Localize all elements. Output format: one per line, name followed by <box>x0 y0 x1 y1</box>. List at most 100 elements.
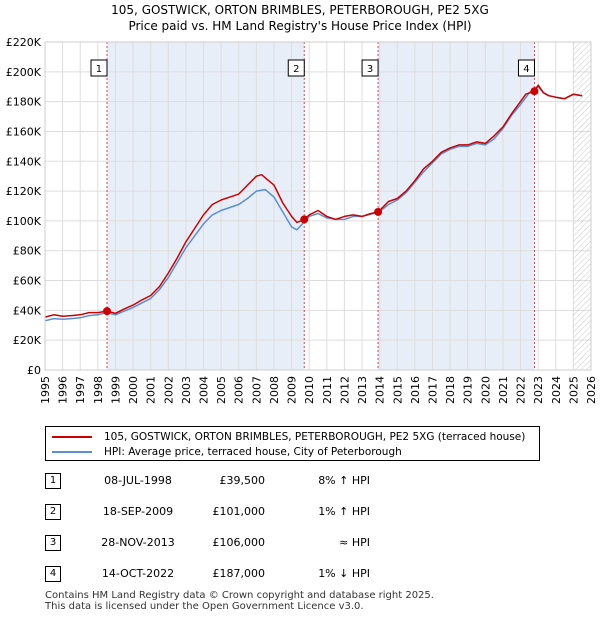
legend-item-property: 105, GOSTWICK, ORTON BRIMBLES, PETERBORO… <box>52 429 525 445</box>
y-tick-label: £20K <box>13 334 42 347</box>
x-tick-label: 2016 <box>409 376 422 404</box>
sale-date: 18-SEP-2009 <box>102 505 174 518</box>
y-tick-label: £180K <box>6 96 42 109</box>
sale-marker-label: 1 <box>96 64 102 75</box>
chart-subtitle: Price paid vs. HM Land Registry's House … <box>128 19 471 33</box>
table-row: 2 18-SEP-2009 £101,000 1% ↑ HPI <box>45 504 445 524</box>
sale-hpi-diff: 1% ↑ HPI <box>318 505 370 518</box>
sale-point <box>300 215 309 224</box>
sale-markers: 1 2 3 4 <box>90 42 535 370</box>
x-tick-label: 1995 <box>39 376 52 404</box>
series <box>44 84 583 322</box>
x-tick-label: 2023 <box>532 376 545 404</box>
footer-copyright: Contains HM Land Registry data © Crown c… <box>45 590 434 601</box>
sale-hpi-diff: 8% ↑ HPI <box>318 474 370 487</box>
shaded-span <box>106 42 305 370</box>
table-row: 4 14-OCT-2022 £187,000 1% ↓ HPI <box>45 566 445 586</box>
y-tick-label: £80K <box>13 245 42 258</box>
x-tick-label: 1998 <box>92 376 105 404</box>
sale-point <box>102 307 111 316</box>
x-tick-label: 2015 <box>391 376 404 404</box>
sale-marker-box <box>90 59 108 77</box>
y-tick-label: £140K <box>6 155 42 168</box>
y-tick-label: £220K <box>6 36 42 49</box>
x-tick-label: 2008 <box>268 376 281 404</box>
x-tick-label: 2013 <box>356 376 369 404</box>
sale-date: 28-NOV-2013 <box>101 536 175 549</box>
x-tick-label: 2010 <box>303 376 316 404</box>
x-tick-label: 1997 <box>74 376 87 404</box>
sale-marker-label: 2 <box>293 64 299 75</box>
x-tick-label: 2009 <box>286 376 299 404</box>
sale-point <box>530 87 539 96</box>
footer-licence: This data is licensed under the Open Gov… <box>45 601 364 612</box>
y-tick-label: £0 <box>27 364 41 377</box>
y-tick-label: £60K <box>13 275 42 288</box>
y-tick-label: £120K <box>6 185 42 198</box>
sale-marker-box <box>361 59 379 77</box>
series-line <box>44 84 583 318</box>
sale-date: 14-OCT-2022 <box>101 567 175 580</box>
table-row: 3 28-NOV-2013 £106,000 ≈ HPI <box>45 535 445 555</box>
y-tick-label: £100K <box>6 215 42 228</box>
table-row: 1 08-JUL-1998 £39,500 8% ↑ HPI <box>45 473 445 493</box>
axes: £0 £20K £40K £60K £80K £100K £120K £140K £160K £1… <box>6 36 598 404</box>
x-tick-label: 2005 <box>215 376 228 404</box>
sale-number-badge: 2 <box>45 504 61 520</box>
sale-marker-box <box>517 59 535 77</box>
sale-marker-box <box>287 59 305 77</box>
x-tick-label: 2021 <box>497 376 510 404</box>
sale-price: £106,000 <box>212 536 266 549</box>
shaded-regions <box>45 42 591 370</box>
x-tick-label: 2014 <box>374 376 387 404</box>
projection-area <box>573 42 591 370</box>
sale-price: £187,000 <box>212 567 266 580</box>
x-tick-label: 2004 <box>198 376 211 404</box>
projection-hatch <box>573 42 591 370</box>
legend-swatch-property <box>52 436 92 438</box>
x-tick-label: 2012 <box>338 376 351 404</box>
x-tick-label: 2022 <box>515 376 528 404</box>
y-tick-label: £200K <box>6 66 42 79</box>
x-tick-label: 2007 <box>250 376 263 404</box>
x-tick-label: 2002 <box>162 376 175 404</box>
x-tick-label: 2000 <box>127 376 140 404</box>
x-tick-label: 2025 <box>567 376 580 404</box>
y-tick-label: £160K <box>6 125 42 138</box>
x-tick-label: 2019 <box>462 376 475 404</box>
x-tick-label: 1999 <box>109 376 122 404</box>
plot-frame <box>44 41 592 371</box>
footer: Contains HM Land Registry data © Crown c… <box>45 590 434 612</box>
sale-point <box>374 207 383 216</box>
legend-item-hpi: HPI: Average price, terraced house, City… <box>52 444 402 460</box>
x-tick-label: 2020 <box>479 376 492 404</box>
chart-title: 105, GOSTWICK, ORTON BRIMBLES, PETERBORO… <box>111 3 489 17</box>
sale-number-badge: 3 <box>45 535 61 551</box>
x-tick-label: 1996 <box>57 376 70 404</box>
shaded-span <box>378 42 535 370</box>
legend-swatch-hpi <box>52 451 92 453</box>
x-tick-label: 2017 <box>426 376 439 404</box>
y-tick-label: £40K <box>13 304 42 317</box>
sale-marker-label: 3 <box>367 64 373 75</box>
legend-label-property: 105, GOSTWICK, ORTON BRIMBLES, PETERBORO… <box>104 431 526 443</box>
sale-marker-label: 4 <box>523 64 529 75</box>
x-tick-label: 2018 <box>444 376 457 404</box>
sale-number-badge: 1 <box>45 473 61 489</box>
x-tick-label: 2001 <box>145 376 158 404</box>
sale-date: 08-JUL-1998 <box>104 474 172 487</box>
sale-price: £39,500 <box>219 474 266 487</box>
x-tick-label: 2026 <box>585 376 598 404</box>
sale-price: £101,000 <box>212 505 266 518</box>
x-tick-label: 2003 <box>180 376 193 404</box>
sale-points <box>102 87 539 316</box>
price-chart: 105, GOSTWICK, ORTON BRIMBLES, PETERBORO… <box>6 3 598 404</box>
sale-number-badge: 4 <box>45 566 61 582</box>
sale-hpi-diff: 1% ↓ HPI <box>318 567 370 580</box>
legend: 105, GOSTWICK, ORTON BRIMBLES, PETERBORO… <box>45 426 540 461</box>
x-tick-label: 2011 <box>321 376 334 404</box>
legend-label-hpi: HPI: Average price, terraced house, City… <box>104 446 402 458</box>
x-tick-label: 2024 <box>550 376 563 404</box>
x-tick-label: 2006 <box>233 376 246 404</box>
series-line <box>44 85 583 322</box>
